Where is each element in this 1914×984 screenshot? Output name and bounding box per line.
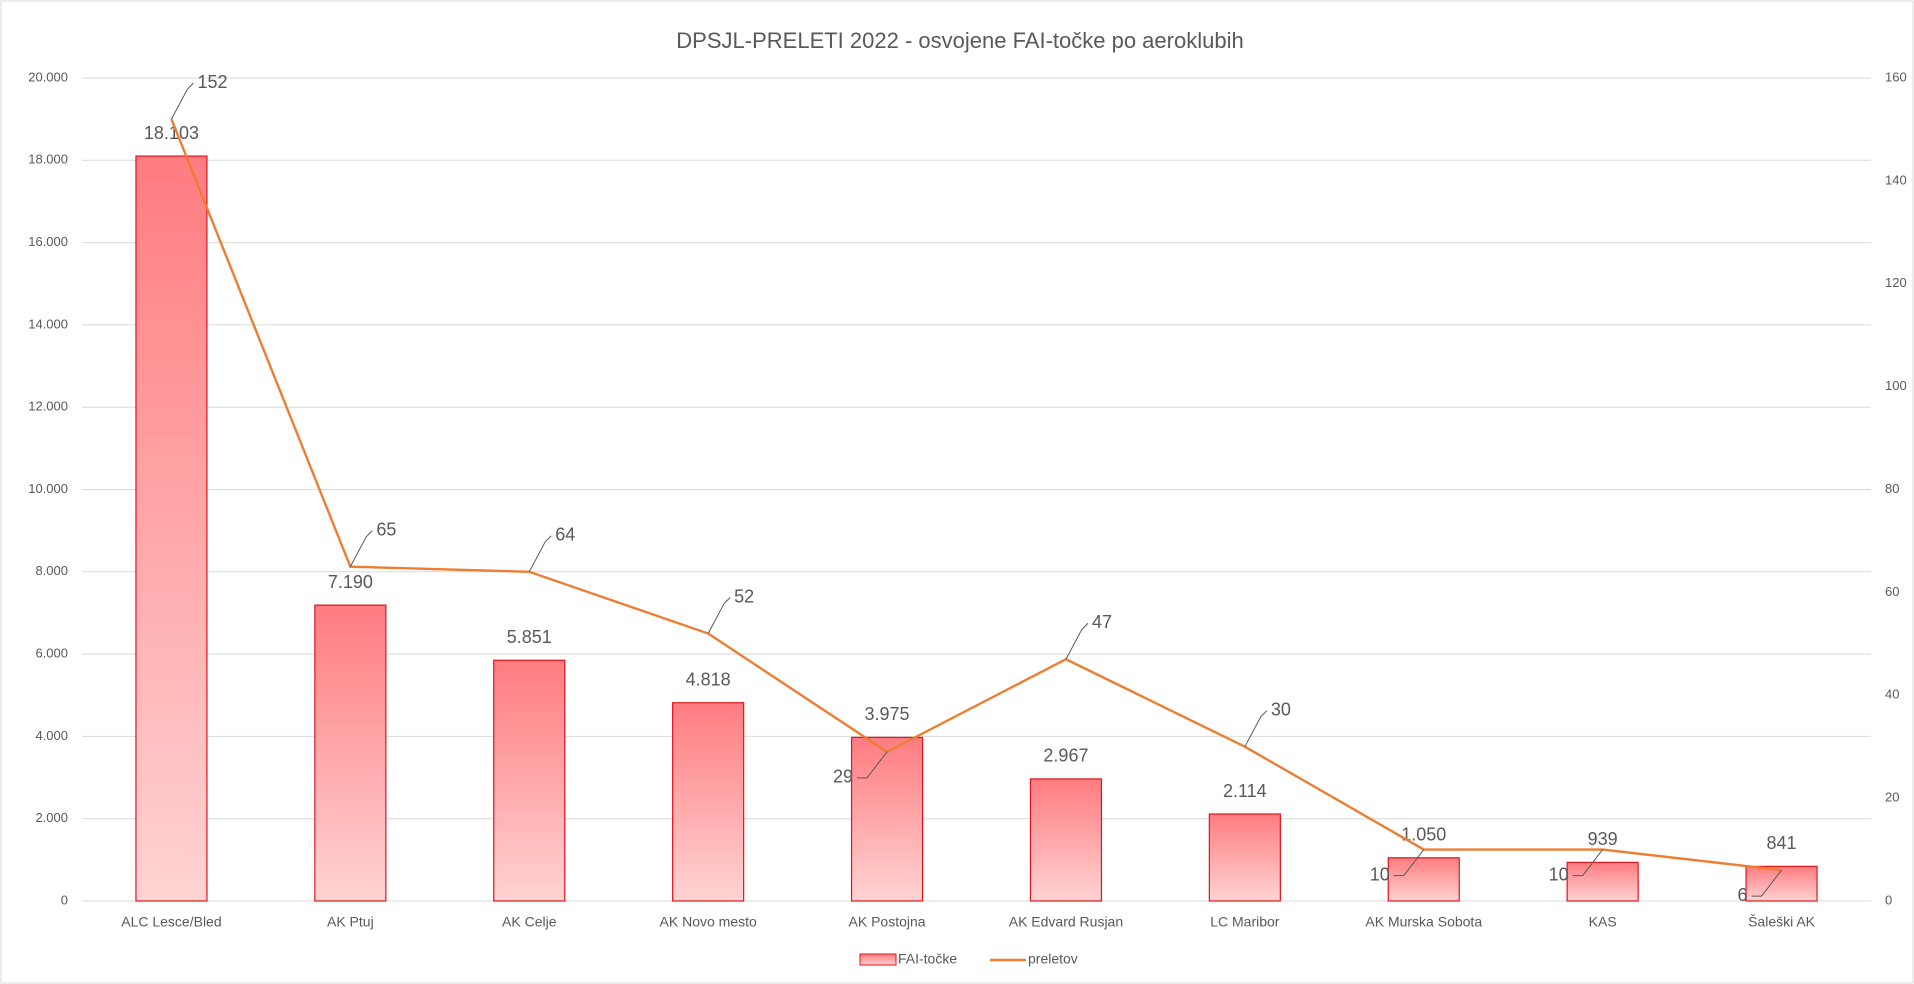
y-tick-label: 20.000 — [28, 69, 68, 84]
bar-value-label: 4.818 — [686, 669, 731, 689]
x-tick-label: AK Postojna — [849, 914, 926, 930]
x-tick-label: AK Novo mesto — [660, 914, 757, 930]
line-value-label: 64 — [555, 525, 575, 545]
bar-value-label: 5.851 — [507, 627, 552, 647]
bar — [314, 604, 387, 902]
bar-value-label: 939 — [1588, 829, 1618, 849]
x-tick-label: AK Ptuj — [327, 914, 374, 930]
bar — [493, 659, 566, 902]
line-value-label: 6 — [1738, 885, 1748, 905]
y2-tick-label: 160 — [1885, 69, 1907, 84]
x-tick-label: LC Maribor — [1210, 914, 1280, 930]
leader-line — [857, 751, 888, 779]
y2-tick-label: 40 — [1885, 687, 1899, 702]
y-tick-label: 6.000 — [35, 646, 68, 661]
y2-tick-label: 100 — [1885, 378, 1907, 393]
line-value-label: 65 — [376, 519, 396, 539]
leader-line — [349, 530, 373, 567]
y2-tick-label: 60 — [1885, 584, 1899, 599]
leader-line — [171, 82, 194, 120]
line-value-label: 152 — [197, 72, 227, 92]
leader-line — [707, 597, 731, 634]
bar — [672, 702, 745, 902]
y2-tick-label: 140 — [1885, 172, 1907, 187]
x-tick-label: AK Murska Sobota — [1365, 914, 1482, 930]
y2-tick-label: 0 — [1885, 892, 1892, 907]
bar — [1745, 865, 1818, 902]
legend-label: FAI-točke — [898, 951, 957, 967]
y-tick-label: 18.000 — [28, 152, 68, 167]
bar — [135, 155, 208, 902]
x-tick-label: Šaleški AK — [1748, 914, 1816, 930]
line-value-label: 10 — [1370, 864, 1390, 884]
y2-tick-label: 120 — [1885, 275, 1907, 290]
y-tick-label: 14.000 — [28, 316, 68, 331]
y-tick-label: 4.000 — [35, 728, 68, 743]
legend-swatch — [859, 953, 897, 966]
y-tick-label: 12.000 — [28, 399, 68, 414]
leader-line — [528, 535, 552, 573]
y-tick-label: 0 — [61, 892, 68, 907]
bar-value-label: 7.190 — [328, 572, 373, 592]
y-tick-label: 2.000 — [35, 810, 68, 825]
x-tick-label: KAS — [1589, 914, 1617, 930]
bar — [850, 736, 924, 902]
x-tick-label: ALC Lesce/Bled — [121, 914, 221, 930]
bar-value-label: 1.050 — [1401, 825, 1446, 845]
y-tick-label: 8.000 — [35, 563, 68, 578]
y-tick-label: 16.000 — [28, 234, 68, 249]
line-value-label: 47 — [1092, 612, 1112, 632]
leader-line — [1244, 710, 1268, 747]
bar-value-label: 841 — [1767, 833, 1797, 853]
bar — [1029, 778, 1103, 902]
line-value-label: 30 — [1271, 699, 1291, 719]
line — [170, 118, 1782, 872]
bar-value-label: 2.114 — [1223, 781, 1267, 801]
bar-value-label: 2.967 — [1043, 746, 1088, 766]
line-value-label: 10 — [1549, 864, 1569, 884]
leader-line — [1065, 622, 1089, 660]
x-tick-label: AK Celje — [502, 914, 557, 930]
legend-label: preletov — [1028, 951, 1078, 967]
chart-title: DPSJL-PRELETI 2022 - osvojene FAI-točke … — [676, 28, 1243, 53]
bar-value-label: 3.975 — [865, 704, 910, 724]
y-tick-label: 10.000 — [28, 481, 68, 496]
line-value-label: 52 — [734, 586, 754, 606]
bar — [1387, 857, 1460, 902]
y2-tick-label: 20 — [1885, 790, 1899, 805]
leader-line — [1572, 849, 1604, 877]
bar — [1208, 813, 1281, 902]
bar-value-label: 18.103 — [144, 123, 199, 143]
line-value-label: 29 — [833, 767, 853, 787]
x-tick-label: AK Edvard Rusjan — [1009, 914, 1123, 930]
y2-tick-label: 80 — [1885, 481, 1899, 496]
bar — [1566, 861, 1639, 902]
leader-line — [1393, 849, 1425, 877]
leader-line — [1751, 869, 1782, 897]
